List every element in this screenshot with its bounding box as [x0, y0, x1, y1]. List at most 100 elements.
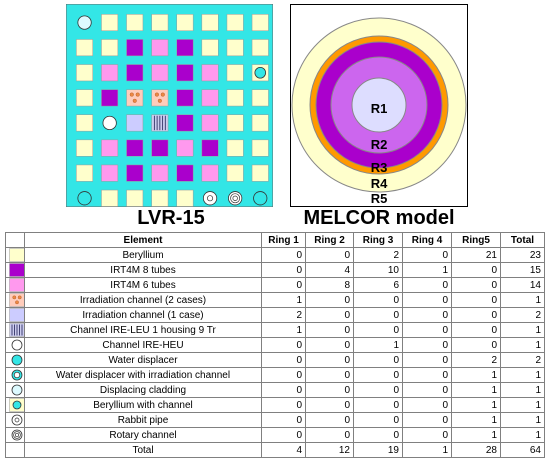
- core-cell-beryllium-square: [226, 89, 244, 107]
- row-ring-2-value: 0: [305, 292, 354, 308]
- core-cell-beryllium-square: [76, 39, 93, 57]
- core-cell-irt4m-6-tubes: [201, 164, 219, 182]
- total-icon-spacer: [5, 442, 25, 458]
- core-cell-irt4m-8-tubes: [176, 64, 194, 82]
- table-row: IRT4M 8 tubes 0 4 10 1 0 15: [5, 262, 545, 278]
- core-cell-irt4m-6-tubes: [151, 39, 169, 57]
- core-cell-beryllium-square: [226, 14, 244, 31]
- row-element-name: Water displacer with irradiation channel: [24, 367, 262, 383]
- core-cell-irt4m-8-tubes: [126, 139, 144, 157]
- core-cell-irt4m-6-tubes: [201, 114, 219, 132]
- ring-r1: [351, 77, 407, 133]
- row-ring-1-value: 0: [261, 247, 306, 263]
- row-ring-2-value: 0: [305, 322, 354, 338]
- core-cell-beryllium-square: [251, 114, 269, 132]
- core-cell-irt4m-6-tubes: [101, 164, 119, 182]
- row-ring-4-value: 0: [402, 337, 452, 353]
- row-element-name: Channel IRE-LEU 1 housing 9 Tr: [24, 322, 262, 338]
- row-total-value: 1: [500, 292, 545, 308]
- core-cell-irt4m-6-tubes: [151, 164, 169, 182]
- row-ring-3-value: 0: [353, 427, 403, 443]
- core-grid-svg: [66, 4, 273, 207]
- ire-heu-channel-icon: [11, 339, 23, 351]
- table-row: Channel IRE-HEU 0 0 1 0 0 1: [5, 337, 545, 353]
- row-total-value: 1: [500, 367, 545, 383]
- row-ring-2-value: 0: [305, 307, 354, 323]
- lvr15-core-map: [66, 4, 273, 207]
- core-cell-beryllium-square: [76, 164, 93, 182]
- core-cell-displacing-cladding: [77, 15, 92, 30]
- lvr15-title: LVR-15: [137, 207, 205, 229]
- header-ring-1: Ring 1: [261, 232, 306, 248]
- row-icon-cell: [5, 322, 25, 338]
- row-ring-1-value: 0: [261, 367, 306, 383]
- row-ring-4-value: 0: [402, 412, 452, 428]
- row-ring-4-value: 0: [402, 427, 452, 443]
- row-ring-3-value: 1: [353, 337, 403, 353]
- row-element-name: Channel IRE-HEU: [24, 337, 262, 353]
- core-cell-ire-heu-channel: [102, 115, 117, 131]
- melcor-ring-model: R1 R2 R3 R4 R5: [290, 4, 468, 207]
- row-element-name: IRT4M 6 tubes: [24, 277, 262, 293]
- grand-total-value: 64: [500, 442, 545, 458]
- row-icon-cell: [5, 397, 25, 413]
- core-cell-irt4m-6-tubes: [176, 139, 194, 157]
- core-cell-beryllium-square: [201, 14, 219, 31]
- total-row-label: Total: [24, 442, 262, 458]
- row-ring-5-value: 0: [451, 307, 501, 323]
- core-cell-irt4m-8-tubes: [151, 139, 169, 157]
- row-ring-5-value: 0: [451, 322, 501, 338]
- row-ring-1-value: 0: [261, 352, 306, 368]
- core-cell-rotary-channel: [228, 191, 243, 206]
- core-cell-irt4m-8-tubes: [176, 114, 194, 132]
- header-ring-5: Ring5: [451, 232, 501, 248]
- core-cell-beryllium-square: [151, 189, 169, 207]
- header-total: Total: [500, 232, 545, 248]
- header-ring-2: Ring 2: [305, 232, 354, 248]
- core-cell-ire-leu-channel: [151, 114, 169, 132]
- row-icon-cell: [5, 337, 25, 353]
- row-ring-1-value: 2: [261, 307, 306, 323]
- row-ring-5-value: 0: [451, 337, 501, 353]
- row-icon-cell: [5, 262, 25, 278]
- core-cell-irt4m-6-tubes: [101, 64, 119, 82]
- core-cell-beryllium-square: [226, 139, 244, 157]
- core-cell-irt4m-6-tubes: [101, 139, 119, 157]
- row-ring-3-value: 0: [353, 397, 403, 413]
- core-cell-irt4m-6-tubes: [201, 89, 219, 107]
- core-cell-beryllium-square: [226, 39, 244, 57]
- row-ring-5-value: 0: [451, 262, 501, 278]
- core-cell-irt4m-8-tubes: [126, 164, 144, 182]
- row-total-value: 1: [500, 412, 545, 428]
- beryllium-channel-icon: [9, 398, 24, 412]
- row-ring-3-value: 0: [353, 307, 403, 323]
- row-ring-3-value: 2: [353, 247, 403, 263]
- row-ring-3-value: 6: [353, 277, 403, 293]
- row-ring-5-value: 1: [451, 367, 501, 383]
- row-ring-5-value: 1: [451, 427, 501, 443]
- row-element-name: Beryllium with channel: [24, 397, 262, 413]
- row-total-value: 1: [500, 382, 545, 398]
- core-cell-beryllium-square: [176, 14, 194, 31]
- row-icon-cell: [5, 412, 25, 428]
- row-total-value: 14: [500, 277, 545, 293]
- irradiation-2-cases-icon: [9, 293, 24, 307]
- ring-label-r4: R4: [371, 176, 388, 191]
- table-total-row: Total 4 12 19 1 28 64: [5, 442, 545, 458]
- rotary-channel-icon: [11, 429, 23, 441]
- core-cell-beryllium-square: [76, 89, 93, 107]
- row-total-value: 2: [500, 352, 545, 368]
- row-ring-2-value: 0: [305, 352, 354, 368]
- table-row: Channel IRE-LEU 1 housing 9 Tr 1 0 0 0 0 1: [5, 322, 545, 338]
- row-ring-5-value: 1: [451, 397, 501, 413]
- beryllium-square-icon: [9, 248, 24, 262]
- core-cell-beryllium-square: [251, 89, 269, 107]
- core-cell-beryllium-square: [126, 14, 144, 31]
- row-ring-2-value: 8: [305, 277, 354, 293]
- total-ring-5-value: 28: [451, 442, 501, 458]
- row-element-name: Beryllium: [24, 247, 262, 263]
- table-body: Beryllium 0 0 2 0 21 23 IRT4M 8 tubes 0 4 10 1 0 15 IR…: [5, 247, 545, 458]
- row-ring-1-value: 0: [261, 427, 306, 443]
- row-ring-5-value: 0: [451, 292, 501, 308]
- row-element-name: Rotary channel: [24, 427, 262, 443]
